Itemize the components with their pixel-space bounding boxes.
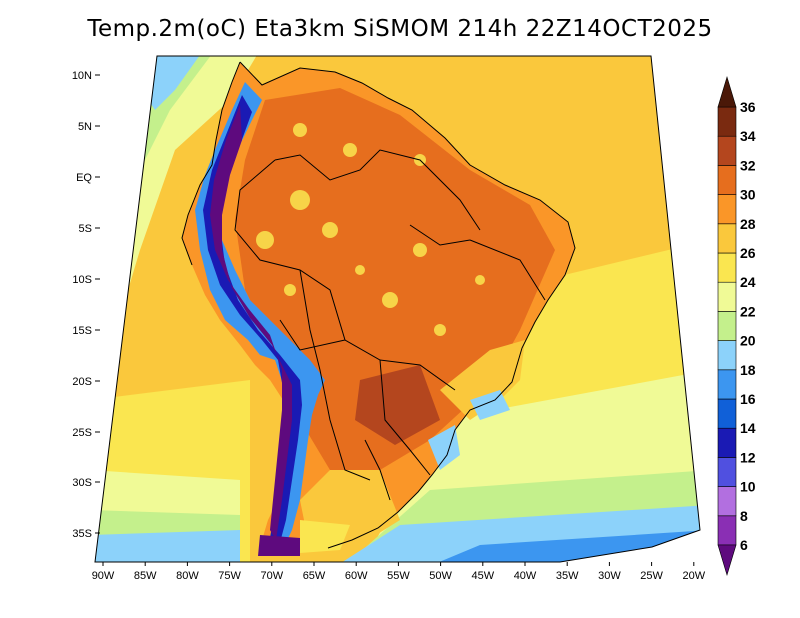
- colorbar-segment: [717, 369, 737, 400]
- colorbar-label: 26: [740, 245, 756, 261]
- country-borders: [181, 61, 576, 549]
- lon-label: 55W: [387, 570, 410, 582]
- colorbar-min-triangle: [717, 544, 737, 577]
- lat-label: 30S: [72, 477, 92, 489]
- map-title: Temp.2m(oC) Eta3km SiSMOM 214h 22Z14OCT2…: [87, 16, 713, 42]
- lon-label: 60W: [345, 570, 368, 582]
- colorbar-segment: [717, 252, 737, 283]
- map-frame: [94, 55, 701, 563]
- lon-label: 70W: [260, 570, 283, 582]
- colorbar-segment: [717, 281, 737, 312]
- colorbar-segment: [717, 427, 737, 458]
- lon-label: 65W: [303, 570, 326, 582]
- lon-label: 25W: [640, 570, 663, 582]
- colorbar-segment: [717, 398, 737, 429]
- lat-label: 10S: [72, 274, 92, 286]
- colorbar-label: 12: [740, 449, 756, 465]
- colorbar-segment: [717, 194, 737, 225]
- lat-label: 10N: [72, 70, 92, 82]
- colorbar-label: 20: [740, 333, 756, 349]
- lat-label: 5S: [79, 223, 92, 235]
- lon-label: 75W: [218, 570, 241, 582]
- colorbar-label: 18: [740, 362, 756, 378]
- colorbar-label: 34: [740, 128, 756, 144]
- lon-label: 30W: [598, 570, 621, 582]
- lat-label: 5N: [78, 121, 92, 133]
- colorbar-segment: [717, 223, 737, 254]
- colorbar-label: 14: [740, 420, 756, 436]
- colorbar-segment: [717, 135, 737, 166]
- lon-label: 90W: [92, 570, 115, 582]
- colorbar-segment: [717, 165, 737, 195]
- lon-label: 85W: [134, 570, 157, 582]
- lon-label: 50W: [429, 570, 452, 582]
- colorbar-label: 6: [740, 537, 748, 553]
- colorbar-label: 30: [740, 187, 756, 203]
- colorbar-segment: [717, 311, 737, 341]
- lon-label: 80W: [176, 570, 199, 582]
- lon-label: 20W: [682, 570, 705, 582]
- colorbar-segment: [717, 486, 737, 517]
- colorbar-label: 10: [740, 479, 756, 495]
- colorbar: 6 8 10 12 14 16 18 20 22 24 26 28 30 32 34 36: [717, 75, 756, 577]
- colorbar-label: 22: [740, 303, 756, 319]
- lat-label: 20S: [72, 376, 92, 388]
- temperature-field: [95, 56, 700, 562]
- lat-label: 25S: [72, 427, 92, 439]
- colorbar-label: 28: [740, 216, 756, 232]
- colorbar-label: 8: [740, 508, 748, 524]
- colorbar-label: 32: [740, 157, 756, 173]
- colorbar-segment: [717, 457, 737, 487]
- colorbar-segment: [717, 340, 737, 371]
- lat-label: 35S: [72, 528, 92, 540]
- latitude-axis: 10N 5N EQ 5S 10S 15S 20S 25S 30S 35S: [72, 70, 100, 540]
- lat-label: 15S: [72, 325, 92, 337]
- lon-label: 40W: [514, 570, 537, 582]
- colorbar-label: 16: [740, 391, 756, 407]
- colorbar-segment: [717, 106, 737, 137]
- lon-label: 45W: [471, 570, 494, 582]
- longitude-axis: 90W 85W 80W 75W 70W 65W 60W 55W 50W 45W 40W 35W 30W 2…: [92, 562, 706, 582]
- colorbar-label: 36: [740, 99, 756, 115]
- lat-label: EQ: [76, 172, 92, 184]
- colorbar-segment: [717, 515, 737, 546]
- colorbar-max-triangle: [717, 75, 737, 108]
- colorbar-label: 24: [740, 274, 756, 290]
- lon-label: 35W: [556, 570, 579, 582]
